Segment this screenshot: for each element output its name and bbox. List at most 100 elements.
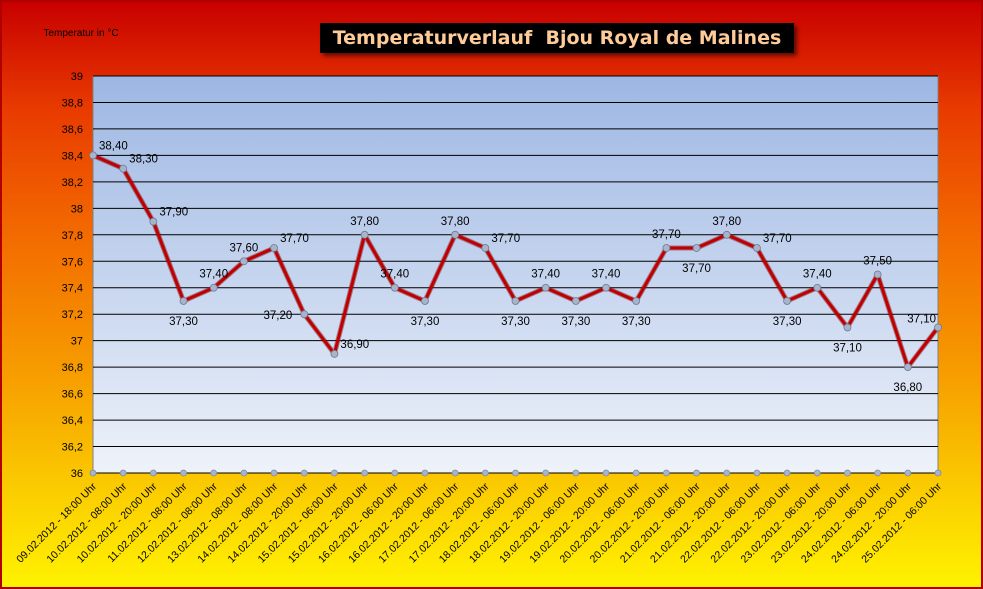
data-label: 38,30 [129,154,158,166]
data-label: 37,80 [350,216,379,228]
data-point [119,164,128,173]
data-point [873,270,882,279]
axis-marker [723,469,731,477]
axis-marker [331,469,338,477]
data-label: 37,80 [712,216,741,228]
data-label: 37,40 [380,269,409,281]
y-tick-label: 36,6 [62,389,83,401]
data-label: 37,40 [803,269,832,281]
axis-marker [391,469,399,477]
data-label: 37,10 [833,342,862,354]
axis-marker [89,469,97,477]
data-point [149,217,158,226]
plot-area [92,75,939,474]
axis-marker [813,469,821,477]
data-label: 37,30 [501,316,530,328]
axis-marker [844,469,851,477]
axis-marker [512,469,519,477]
data-point [602,283,610,292]
axis-marker [361,469,369,477]
y-tick-label: 38,6 [62,124,83,136]
axis-marker [693,469,700,477]
data-point [813,283,822,292]
y-tick-label: 36,2 [62,442,83,454]
axis-marker [180,469,187,477]
axis-marker [602,469,610,477]
data-point [753,244,761,252]
y-tick-label: 39 [71,71,83,83]
data-point [270,244,278,252]
data-point [662,244,671,252]
y-tick-label: 37,6 [62,256,83,268]
axis-marker [421,469,429,477]
data-label: 37,30 [561,316,590,328]
y-tick-label: 37 [71,336,83,348]
axis-marker [632,469,640,477]
axis-marker [934,469,942,477]
data-label: 37,40 [199,269,228,281]
data-point [843,323,852,332]
data-label: 37,70 [280,233,309,245]
axis-marker [149,469,157,477]
data-point [451,230,460,239]
axis-marker [210,469,218,477]
axis-marker [119,469,127,477]
data-point [239,257,248,266]
data-label: 37,30 [169,316,198,328]
data-label: 37,50 [863,256,892,268]
data-label: 37,90 [159,207,188,219]
data-label: 37,70 [763,233,792,245]
data-point [421,297,429,305]
gridlines [93,75,938,474]
data-point [209,283,218,292]
y-tick-label: 38,2 [62,177,83,189]
data-label: 37,70 [682,263,711,275]
data-markers [89,151,942,372]
data-point [722,230,731,239]
data-point [632,297,641,305]
data-point [89,151,97,160]
data-point [934,323,942,332]
data-label: 37,70 [491,233,520,245]
y-axis-label: Temperatur in °C [43,28,119,39]
axis-marker [662,469,670,477]
data-point [330,349,339,358]
y-tick-label: 38,8 [62,97,83,109]
data-point [692,244,701,252]
axis-marker [270,469,278,477]
data-point [300,310,309,319]
axis-marker [481,469,489,477]
y-tick-label: 36,8 [62,362,83,374]
data-point [360,230,369,239]
y-tick-label: 38,4 [62,150,83,162]
data-label: 37,70 [652,229,681,241]
axis-marker [240,469,248,477]
y-tick-label: 37,8 [62,230,83,242]
axis-marker [451,469,459,477]
data-label: 37,40 [592,269,621,281]
axis-marker [300,469,308,477]
data-label: 36,80 [893,382,922,394]
data-label: 37,20 [263,310,292,322]
data-point [783,297,792,305]
data-label: 37,10 [907,313,936,325]
data-point [390,283,399,292]
axis-marker [542,469,550,477]
data-point [541,283,550,292]
y-tick-label: 36 [71,468,83,480]
chart-title: Temperaturverlauf Bjou Royal de Malines [320,23,794,53]
data-label: 36,90 [340,339,369,351]
y-tick-label: 37,4 [62,283,83,295]
y-tick-label: 38 [71,203,83,215]
data-point [511,297,520,305]
y-axis-ticks: 36 36,2 36,4 36,6 36,8 37 37,2 37,4 37,6 37,8 38 38… [62,71,83,480]
data-label: 37,30 [411,316,440,328]
data-point [179,297,188,305]
data-point [571,297,580,305]
axis-marker [783,469,791,477]
data-label: 38,40 [99,140,128,152]
data-point [481,244,490,252]
